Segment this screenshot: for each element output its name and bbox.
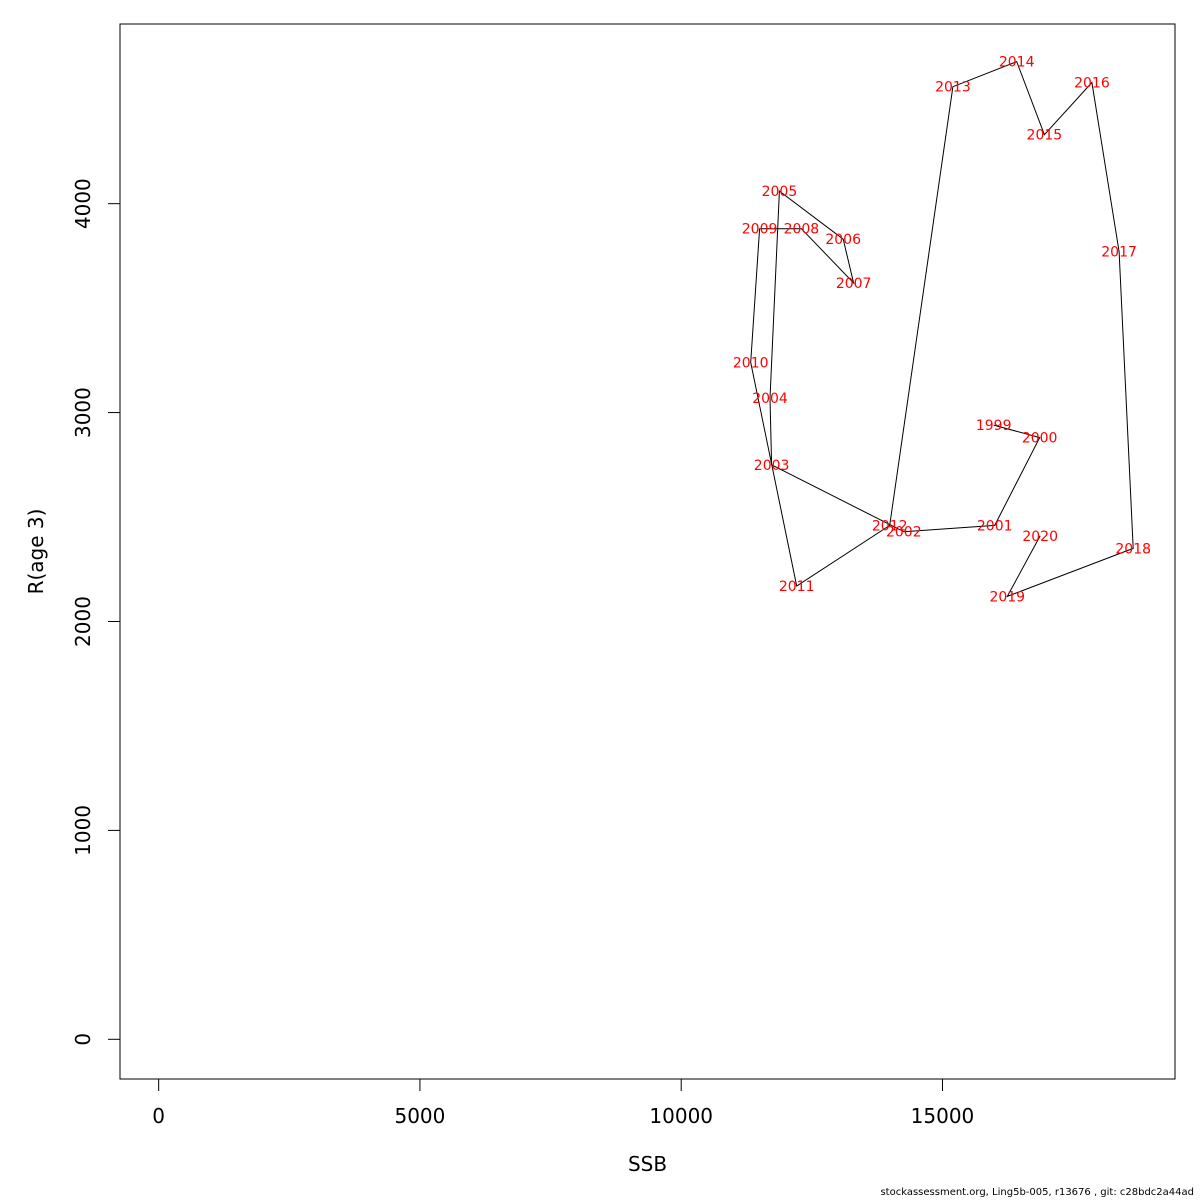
point-label: 2003 [754, 458, 790, 474]
y-tick-label: 1000 [71, 805, 95, 856]
point-label: 2016 [1074, 75, 1110, 91]
x-tick-label: 15000 [911, 1104, 975, 1128]
point-label: 2007 [836, 276, 872, 292]
y-tick-label: 3000 [71, 387, 95, 438]
y-axis-title: R(age 3) [24, 509, 48, 595]
point-label: 2010 [733, 355, 769, 371]
series-line [750, 60, 1134, 598]
point-label: 2019 [989, 589, 1025, 605]
x-tick-label: 10000 [649, 1104, 713, 1128]
plot-frame [119, 23, 1176, 1080]
point-label: 2014 [999, 55, 1035, 71]
x-tick-label: 0 [152, 1104, 165, 1128]
series-polyline [750, 60, 1134, 598]
point-label: 2006 [825, 232, 861, 248]
point-label: 2012 [872, 518, 908, 534]
x-axis-title: SSB [628, 1152, 667, 1176]
point-label: 2005 [762, 184, 798, 200]
point-label: 2000 [1022, 431, 1058, 447]
point-label: 2004 [752, 391, 788, 407]
footer-note: stockassessment.org, Ling5b-005, r13676 … [880, 1187, 1194, 1198]
point-label: 2015 [1027, 128, 1063, 144]
point-label: 2008 [784, 222, 820, 238]
y-tick-label: 0 [71, 1033, 95, 1046]
x-tick-label: 5000 [394, 1104, 445, 1128]
point-label: 2002 [886, 525, 922, 541]
point-label: 1999 [976, 418, 1012, 434]
x-axis: 0 5000 10000 15000 [152, 1078, 975, 1128]
point-label: 2018 [1115, 541, 1151, 557]
point-label: 2011 [779, 579, 815, 595]
point-label: 2020 [1022, 529, 1058, 545]
point-label: 2013 [935, 80, 971, 96]
y-tick-label: 4000 [71, 178, 95, 229]
point-label: 2009 [742, 222, 778, 238]
point-label: 2001 [977, 518, 1013, 534]
y-tick-label: 2000 [71, 596, 95, 647]
y-axis: 0 1000 2000 3000 4000 [71, 178, 121, 1046]
point-label: 2017 [1101, 245, 1137, 261]
point-labels: 1999 2000 2001 2002 2003 2004 2005 2006 2007 2008… [733, 55, 1151, 606]
